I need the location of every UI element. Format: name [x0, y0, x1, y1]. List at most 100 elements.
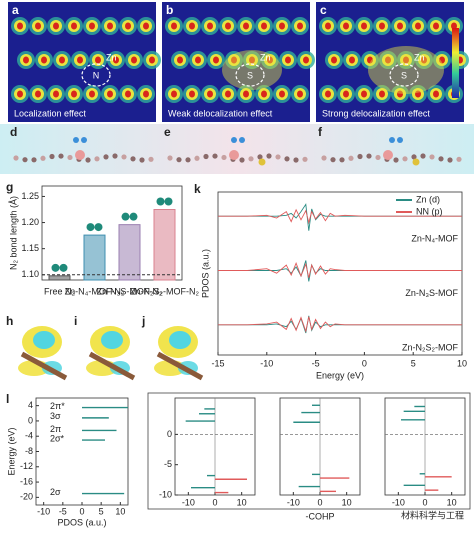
density-core — [171, 22, 177, 30]
x-tick-label: -10 — [37, 506, 50, 516]
density-core — [297, 22, 303, 30]
charge-blob — [33, 331, 55, 349]
panel-letter: f — [318, 125, 323, 139]
x-tick-label: 0 — [422, 497, 427, 507]
density-core — [225, 90, 231, 98]
x-tick-label: 5 — [99, 506, 104, 516]
panel-letter: e — [164, 125, 171, 139]
density-core — [361, 22, 367, 30]
density-core — [439, 56, 445, 64]
x-tick-label: Zn-N₂S₂-MOF-N₂ — [130, 286, 199, 296]
atom — [176, 157, 182, 163]
density-core — [297, 90, 303, 98]
x-tick-label: -10 — [182, 497, 195, 507]
bar — [153, 209, 176, 281]
orbital-label: 2σ — [50, 487, 61, 497]
x-tick-label: 0 — [212, 497, 217, 507]
density-core — [189, 90, 195, 98]
density-core — [415, 22, 421, 30]
x-axis-label: PDOS (a.u.) — [57, 517, 106, 527]
molecule — [20, 351, 68, 381]
orbital-label: 2π — [50, 424, 61, 434]
density-core — [379, 22, 385, 30]
density-core — [113, 56, 119, 64]
atom — [284, 156, 290, 162]
density-core — [361, 90, 367, 98]
s-atom — [412, 158, 420, 166]
atom — [85, 157, 91, 163]
density-core — [331, 56, 337, 64]
plot-frame — [217, 191, 463, 356]
density-core — [433, 90, 439, 98]
subplot-label: Zn-N₂S₂-MOF — [402, 342, 458, 352]
n2-icon — [129, 212, 138, 221]
atom — [447, 157, 453, 163]
atom — [239, 157, 245, 163]
n2-atom — [81, 137, 87, 143]
pdos-line — [218, 316, 462, 333]
x-tick-label: 5 — [411, 358, 416, 368]
delocalized-glow — [368, 46, 444, 94]
y-tick-label: -20 — [20, 492, 33, 502]
panel-letter: k — [194, 182, 201, 196]
y-axis-label: N₂ bond length (Å) — [8, 196, 18, 270]
density-core — [143, 22, 149, 30]
density-core — [71, 90, 77, 98]
s-atom — [258, 158, 266, 166]
density-core — [403, 56, 409, 64]
atom — [121, 154, 127, 160]
n2-atom — [389, 137, 395, 143]
y-tick-label: -5 — [164, 459, 172, 469]
atom — [103, 154, 109, 160]
atom — [112, 153, 118, 159]
y-tick-label: -4 — [25, 431, 33, 441]
density-core — [433, 22, 439, 30]
density-core — [303, 56, 309, 64]
atom — [248, 156, 254, 162]
atom — [49, 153, 55, 160]
n2-icon — [94, 223, 103, 232]
y-axis-label: PDOS (a.u.) — [200, 249, 210, 298]
atom — [67, 154, 73, 161]
atom — [357, 153, 363, 160]
x-tick-label: -5 — [312, 358, 320, 368]
panel-letter: j — [141, 314, 145, 328]
y-tick-label: 0 — [28, 415, 33, 425]
plot-frame — [41, 185, 183, 281]
bar — [83, 234, 106, 281]
density-core — [59, 56, 65, 64]
density-core — [35, 22, 41, 30]
panel-letter: c — [320, 3, 327, 17]
caption: Weak delocalization effect — [168, 108, 273, 118]
density-core — [325, 22, 331, 30]
y-axis-label: Energy (eV) — [6, 427, 16, 475]
x-tick-label: -10 — [287, 497, 300, 507]
density-core — [421, 56, 427, 64]
n2-icon — [164, 197, 173, 206]
n2-icon — [51, 263, 60, 272]
y-tick-label: 4 — [28, 400, 33, 410]
density-core — [23, 56, 29, 64]
panel-letter: d — [10, 125, 17, 139]
density-core — [415, 90, 421, 98]
y-tick-label: -10 — [159, 489, 172, 499]
atom — [40, 155, 46, 161]
density-core — [207, 90, 213, 98]
atom — [266, 153, 272, 159]
density-core — [213, 56, 219, 64]
molecule — [156, 351, 204, 381]
density-core — [243, 90, 249, 98]
x-axis-label: Energy (eV) — [316, 370, 364, 380]
density-core — [149, 56, 155, 64]
density-core — [367, 56, 373, 64]
atom — [402, 156, 408, 162]
atom — [257, 154, 263, 160]
structure-strip — [0, 124, 474, 174]
molecule — [88, 351, 136, 381]
zn-atom — [75, 150, 85, 160]
panel-letter: g — [6, 180, 13, 194]
density-core — [95, 56, 101, 64]
x-tick-label: Zn-N₄-MOF-N₂ — [65, 286, 125, 296]
density-core — [195, 56, 201, 64]
bar — [48, 275, 71, 281]
